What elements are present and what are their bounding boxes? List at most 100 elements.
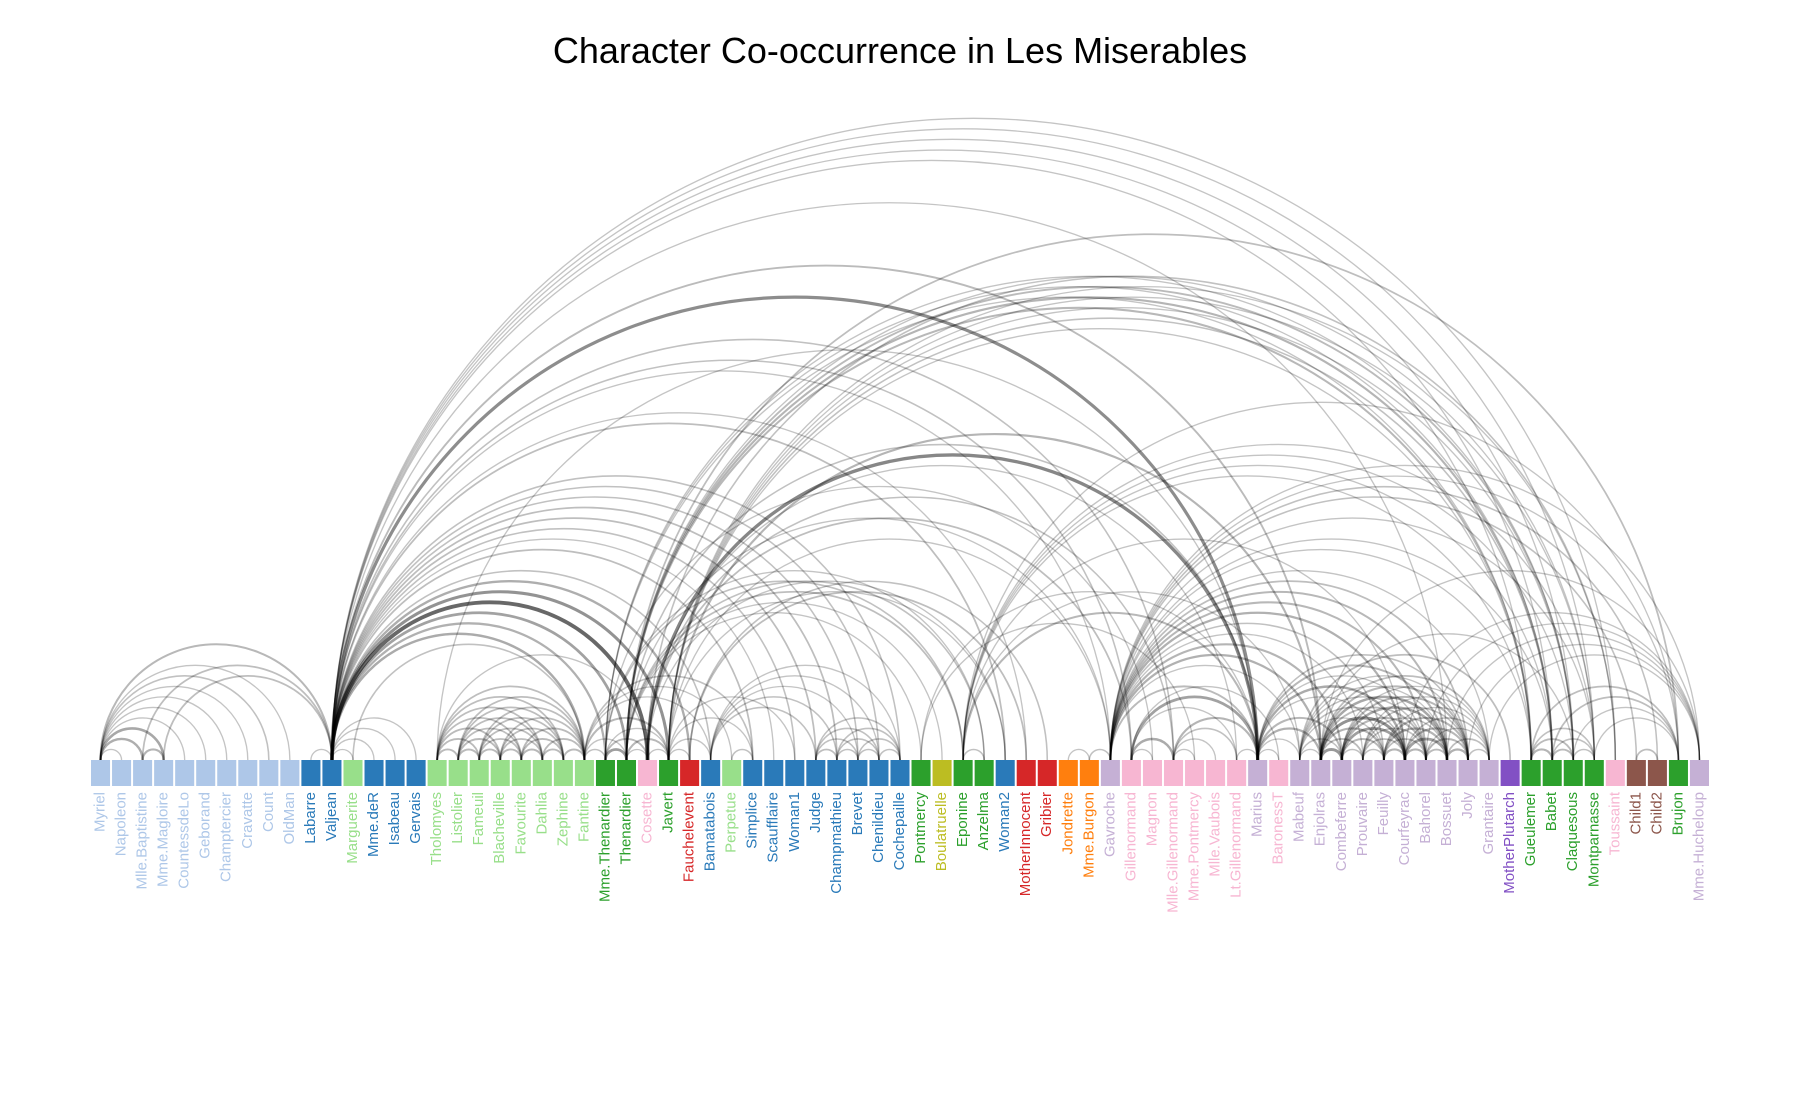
node-label: Joly bbox=[1459, 792, 1476, 819]
node-box[interactable] bbox=[280, 760, 299, 786]
node-box[interactable] bbox=[1185, 760, 1204, 786]
node-box[interactable] bbox=[1395, 760, 1414, 786]
node-box[interactable] bbox=[133, 760, 152, 786]
node-box[interactable] bbox=[1585, 760, 1604, 786]
node-label: Pontmercy bbox=[912, 792, 929, 864]
node-box[interactable] bbox=[975, 760, 994, 786]
arc bbox=[816, 749, 837, 760]
node-box[interactable] bbox=[301, 760, 320, 786]
node-box[interactable] bbox=[1564, 760, 1583, 786]
node-box[interactable] bbox=[259, 760, 278, 786]
node-box[interactable] bbox=[1606, 760, 1625, 786]
node-box[interactable] bbox=[1648, 760, 1667, 786]
arc bbox=[521, 749, 542, 760]
node-label: Champtercier bbox=[218, 792, 235, 882]
node-box[interactable] bbox=[1311, 760, 1330, 786]
node-box[interactable] bbox=[554, 760, 573, 786]
node-box[interactable] bbox=[196, 760, 215, 786]
node-box[interactable] bbox=[512, 760, 531, 786]
node-box[interactable] bbox=[491, 760, 510, 786]
arc bbox=[584, 749, 605, 760]
arc bbox=[921, 592, 1258, 760]
node-box[interactable] bbox=[1480, 760, 1499, 786]
arc bbox=[1384, 749, 1405, 760]
arc bbox=[1300, 749, 1321, 760]
node-label: BaronessT bbox=[1270, 792, 1287, 865]
node-box[interactable] bbox=[764, 760, 783, 786]
node-box[interactable] bbox=[954, 760, 973, 786]
node-box[interactable] bbox=[449, 760, 468, 786]
node-box[interactable] bbox=[1122, 760, 1141, 786]
node-box[interactable] bbox=[996, 760, 1015, 786]
node-box[interactable] bbox=[1164, 760, 1183, 786]
node-box[interactable] bbox=[533, 760, 552, 786]
node-box[interactable] bbox=[827, 760, 846, 786]
node-box[interactable] bbox=[890, 760, 909, 786]
node-label: MotherInnocent bbox=[1017, 791, 1034, 896]
node-box[interactable] bbox=[1627, 760, 1646, 786]
node-box[interactable] bbox=[596, 760, 615, 786]
node-box[interactable] bbox=[238, 760, 257, 786]
node-label: Javert bbox=[660, 791, 677, 833]
node-label: Prouvaire bbox=[1354, 792, 1371, 856]
node-box[interactable] bbox=[638, 760, 657, 786]
node-box[interactable] bbox=[806, 760, 825, 786]
node-box[interactable] bbox=[1501, 760, 1520, 786]
node-label: Combeferre bbox=[1333, 792, 1350, 871]
arc bbox=[1342, 749, 1363, 760]
node-label: Gillenormand bbox=[1122, 792, 1139, 881]
node-box[interactable] bbox=[1059, 760, 1078, 786]
node-box[interactable] bbox=[428, 760, 447, 786]
node-box[interactable] bbox=[322, 760, 341, 786]
node-box[interactable] bbox=[91, 760, 110, 786]
node-box[interactable] bbox=[470, 760, 489, 786]
node-box[interactable] bbox=[1269, 760, 1288, 786]
node-box[interactable] bbox=[1353, 760, 1372, 786]
node-box[interactable] bbox=[1416, 760, 1435, 786]
node-box[interactable] bbox=[407, 760, 426, 786]
node-box[interactable] bbox=[1017, 760, 1036, 786]
node-box[interactable] bbox=[1459, 760, 1478, 786]
node-box[interactable] bbox=[617, 760, 636, 786]
node-box[interactable] bbox=[1038, 760, 1057, 786]
node-box[interactable] bbox=[1101, 760, 1120, 786]
node-box[interactable] bbox=[869, 760, 888, 786]
node-box[interactable] bbox=[1080, 760, 1099, 786]
node-box[interactable] bbox=[1227, 760, 1246, 786]
node-box[interactable] bbox=[785, 760, 804, 786]
node-box[interactable] bbox=[680, 760, 699, 786]
node-box[interactable] bbox=[154, 760, 173, 786]
node-box[interactable] bbox=[722, 760, 741, 786]
node-box[interactable] bbox=[1669, 760, 1688, 786]
arc bbox=[605, 749, 626, 760]
node-box[interactable] bbox=[1690, 760, 1709, 786]
node-label: OldMan bbox=[281, 792, 298, 845]
node-box[interactable] bbox=[1332, 760, 1351, 786]
node-box[interactable] bbox=[217, 760, 236, 786]
node-label: Fantine bbox=[575, 792, 592, 842]
node-label: Judge bbox=[807, 792, 824, 833]
node-box[interactable] bbox=[365, 760, 384, 786]
node-box[interactable] bbox=[386, 760, 405, 786]
node-box[interactable] bbox=[701, 760, 720, 786]
arc bbox=[1531, 728, 1594, 760]
node-box[interactable] bbox=[743, 760, 762, 786]
node-box[interactable] bbox=[1143, 760, 1162, 786]
node-box[interactable] bbox=[1206, 760, 1225, 786]
node-box[interactable] bbox=[175, 760, 194, 786]
node-box[interactable] bbox=[343, 760, 362, 786]
labels-layer: MyrielNapoleonMlle.BaptistineMme.Magloir… bbox=[91, 791, 1707, 913]
node-box[interactable] bbox=[848, 760, 867, 786]
node-box[interactable] bbox=[575, 760, 594, 786]
node-box[interactable] bbox=[1290, 760, 1309, 786]
node-box[interactable] bbox=[1374, 760, 1393, 786]
node-box[interactable] bbox=[912, 760, 931, 786]
node-label: Gavroche bbox=[1101, 792, 1118, 857]
node-box[interactable] bbox=[659, 760, 678, 786]
node-box[interactable] bbox=[1248, 760, 1267, 786]
node-box[interactable] bbox=[1437, 760, 1456, 786]
node-box[interactable] bbox=[1543, 760, 1562, 786]
node-box[interactable] bbox=[933, 760, 952, 786]
node-box[interactable] bbox=[1522, 760, 1541, 786]
node-box[interactable] bbox=[112, 760, 131, 786]
